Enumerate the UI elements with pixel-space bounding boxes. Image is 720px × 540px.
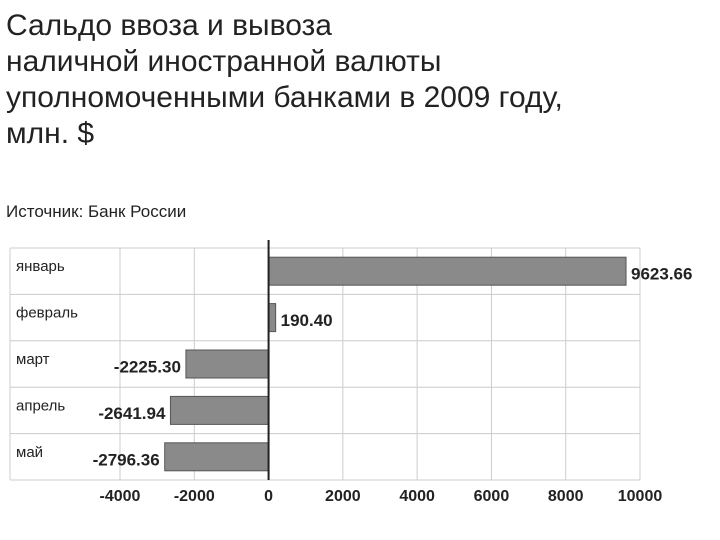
x-tick-label: 8000 — [548, 488, 584, 505]
bar — [185, 349, 270, 379]
y-tick-label: май — [16, 444, 43, 461]
bar — [169, 395, 270, 425]
value-label: 9623.66 — [631, 265, 692, 284]
chart-title: Сальдо ввоза и вывоза наличной иностранно… — [6, 8, 563, 152]
x-tick-label: 6000 — [474, 488, 510, 505]
x-tick-label: 10000 — [618, 488, 663, 505]
bar — [268, 303, 277, 333]
x-tick-label: -2000 — [174, 488, 215, 505]
x-tick-label: 0 — [264, 488, 273, 505]
source: Источник: Банк России — [6, 202, 187, 221]
value-label: -2641.94 — [98, 404, 166, 423]
title-line: наличной иностранной валюты — [6, 45, 442, 78]
value-label: -2796.36 — [93, 450, 160, 469]
x-tick-label: 4000 — [399, 488, 435, 505]
x-tick-label: 2000 — [325, 488, 361, 505]
bar — [268, 256, 627, 286]
x-tick-label: -4000 — [100, 488, 141, 505]
title-line: уполномоченными банками в 2009 году, — [6, 81, 563, 114]
y-tick-label: февраль — [16, 305, 78, 322]
title-line: млн. $ — [6, 117, 95, 150]
value-label: 190.40 — [281, 311, 333, 330]
y-tick-label: март — [16, 351, 50, 368]
title-line: Сальдо ввоза и вывоза — [6, 9, 332, 42]
y-tick-label: апрель — [16, 397, 65, 414]
value-label: -2225.30 — [114, 357, 181, 376]
y-tick-label: январь — [16, 258, 65, 275]
bar — [164, 442, 270, 472]
